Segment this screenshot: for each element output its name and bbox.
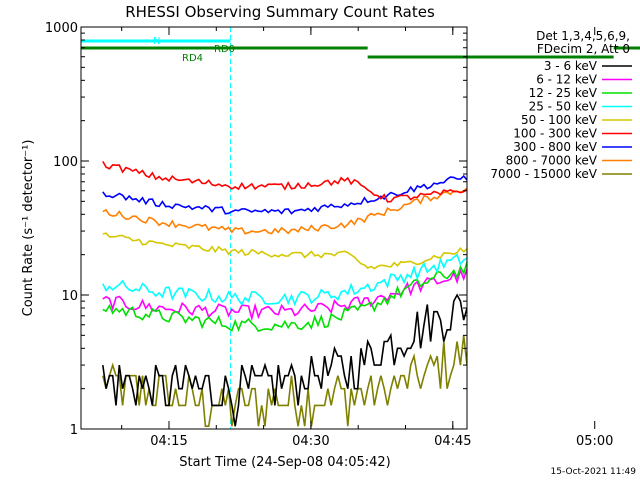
series-line-3-6kev	[102, 293, 467, 427]
y-tick-label: 1	[70, 423, 78, 438]
series-line-25-50kev	[102, 253, 467, 307]
legend-label: 100 - 300 keV	[513, 127, 597, 141]
series-line-7000-15000kev	[102, 335, 467, 428]
plot-area	[81, 27, 467, 429]
x-axis-label: Start Time (24-Sep-08 04:05:42)	[179, 455, 390, 470]
series-line-6-12kev	[102, 267, 467, 322]
saa-label: N	[153, 36, 160, 47]
y-tick-label: 10	[61, 289, 78, 304]
x-tick-label: 04:45	[434, 434, 471, 449]
series-line-12-25kev	[102, 261, 467, 333]
chart-title: RHESSI Observing Summary Count Rates	[125, 3, 435, 21]
legend-header-line1: Det 1,3,4,5,6,9,	[536, 29, 630, 43]
series-line-50-100kev	[102, 232, 467, 270]
flag-bars: N RD0 RD4	[81, 36, 640, 64]
legend-label: 300 - 800 keV	[513, 140, 597, 154]
series-line-300-800kev	[102, 174, 467, 215]
legend-header-line2: FDecim 2, Att 0	[537, 42, 630, 56]
y-tick-label: 1000	[45, 21, 78, 36]
plot-frame	[80, 26, 468, 430]
legend-label: 50 - 100 keV	[521, 113, 598, 127]
rd4-label: RD4	[182, 53, 203, 64]
y-axis-label: Count Rate (s⁻¹ detector⁻¹)	[21, 140, 36, 317]
series-line-800-7000kev	[102, 187, 467, 235]
legend-label: 7000 - 15000 keV	[490, 167, 597, 181]
footer-timestamp: 15-Oct-2021 11:49	[551, 467, 637, 477]
series-line-100-300kev	[102, 160, 467, 203]
y-tick-label: 100	[53, 155, 78, 170]
legend-label: 3 - 6 keV	[544, 59, 598, 73]
rd0-label: RD0	[214, 44, 235, 55]
legend-label: 12 - 25 keV	[529, 86, 598, 100]
x-tick-label: 04:30	[292, 434, 329, 449]
x-tick-label: 05:00	[576, 434, 613, 449]
legend-label: 800 - 7000 keV	[506, 154, 598, 168]
legend-label: 25 - 50 keV	[529, 100, 598, 114]
x-tick-label: 04:15	[150, 434, 187, 449]
axes: 110100100004:1504:3004:4505:0005:1505:30…	[45, 21, 614, 449]
legend-label: 6 - 12 keV	[536, 73, 598, 87]
